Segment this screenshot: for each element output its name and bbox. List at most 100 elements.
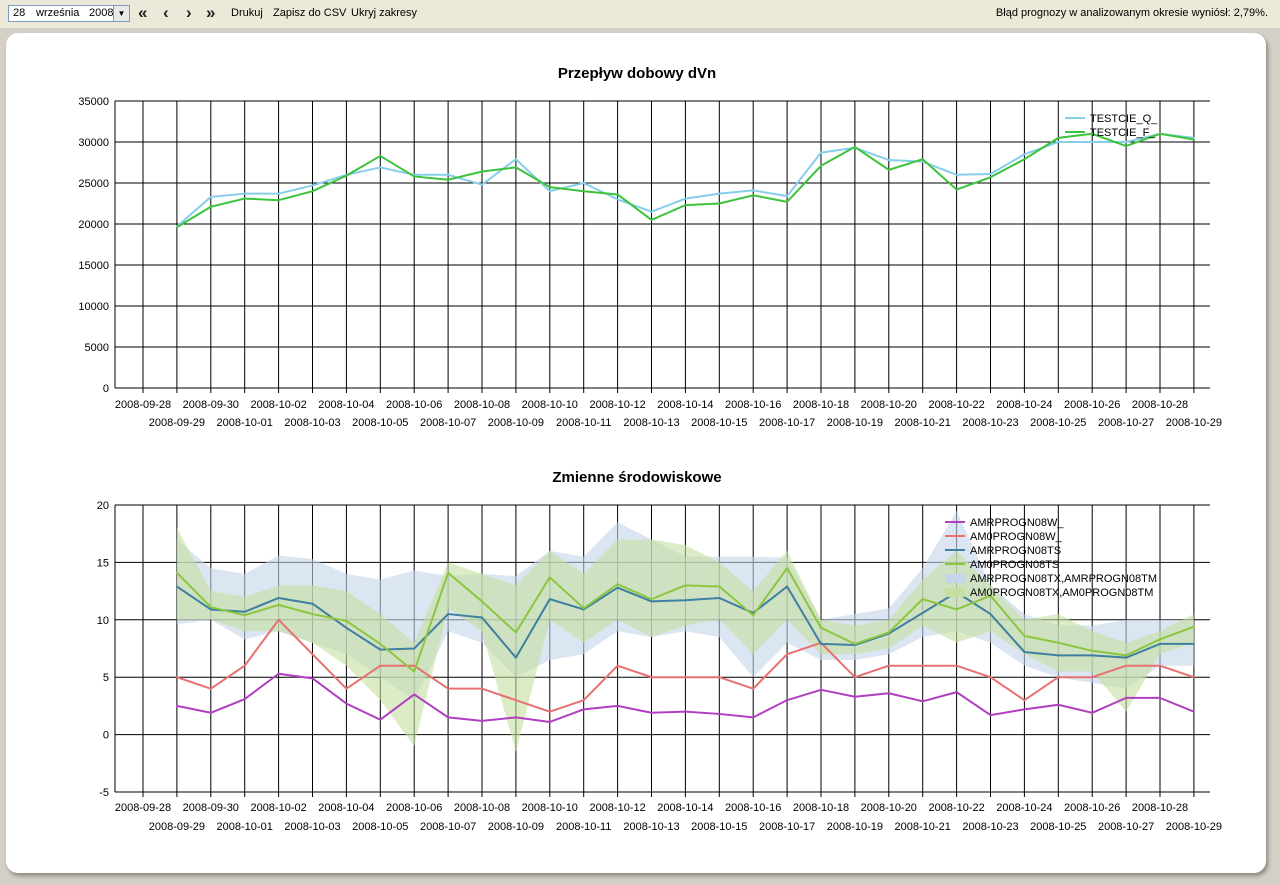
x-tick-label: 2008-10-05 [352, 417, 408, 429]
data-point [684, 599, 687, 602]
save-csv-button[interactable]: Zapisz do CSV [273, 7, 347, 19]
x-tick-label: 2008-10-20 [861, 399, 917, 411]
data-point [616, 586, 619, 589]
x-tick-label: 2008-10-26 [1064, 399, 1120, 411]
data-point [752, 716, 754, 719]
x-tick-label: 2008-10-16 [725, 399, 781, 411]
data-point [379, 718, 382, 721]
data-point [888, 159, 890, 161]
y-tick-label: 15 [97, 557, 109, 569]
data-point [820, 643, 822, 645]
x-tick-label: 2008-10-03 [284, 417, 340, 429]
y-tick-label: 30000 [78, 137, 109, 149]
x-tick-label: 2008-10-18 [793, 802, 849, 814]
x-tick-label: 2008-10-22 [928, 399, 984, 411]
x-tick-label: 2008-10-21 [895, 417, 951, 429]
data-point [1159, 133, 1161, 135]
data-point [413, 693, 416, 696]
data-point [1159, 643, 1161, 645]
data-point [650, 676, 653, 678]
data-point [447, 174, 449, 176]
data-point [243, 614, 246, 617]
data-point [1193, 676, 1195, 678]
data-point [176, 226, 178, 229]
hide-ranges-button[interactable]: Ukryj zakresy [351, 7, 418, 19]
data-point [1091, 711, 1093, 714]
data-point [1125, 141, 1127, 143]
data-point [379, 643, 382, 645]
data-point [921, 700, 924, 703]
data-point [650, 210, 653, 213]
prev-page-icon[interactable]: ‹ [163, 3, 169, 22]
data-point [684, 676, 687, 678]
data-point [210, 711, 212, 714]
x-tick-label: 2008-10-28 [1132, 399, 1188, 411]
data-point [311, 602, 314, 605]
data-point [515, 166, 517, 169]
chevron-down-icon[interactable]: ▼ [113, 6, 129, 21]
x-tick-label: 2008-10-02 [250, 802, 306, 814]
data-point [1125, 656, 1127, 659]
x-tick-label: 2008-10-29 [1166, 417, 1222, 429]
data-point [515, 158, 517, 161]
data-point [1023, 651, 1026, 653]
data-point [888, 631, 890, 634]
data-point [176, 705, 178, 707]
data-point [989, 176, 992, 179]
x-tick-label: 2008-10-29 [1166, 821, 1222, 833]
data-point [854, 146, 856, 148]
data-point [481, 183, 483, 186]
data-point [820, 151, 822, 154]
data-point [481, 687, 483, 690]
data-point [345, 627, 348, 629]
date-picker[interactable]: 28 września 2008 ▼ [8, 5, 130, 22]
data-point [243, 664, 246, 667]
data-point [921, 598, 924, 600]
x-tick-label: 2008-10-12 [589, 802, 645, 814]
x-tick-label: 2008-10-04 [318, 399, 374, 411]
data-point [786, 567, 788, 569]
data-point [752, 687, 754, 690]
x-tick-label: 2008-09-28 [115, 399, 171, 411]
x-tick-label: 2008-10-21 [895, 821, 951, 833]
data-point [1091, 654, 1093, 657]
last-page-icon[interactable]: » [206, 3, 216, 22]
data-point [616, 705, 619, 707]
print-button[interactable]: Drukuj [231, 7, 263, 19]
data-point [176, 585, 178, 588]
data-point [481, 600, 483, 603]
x-tick-label: 2008-10-08 [454, 802, 510, 814]
next-page-icon[interactable]: › [186, 3, 192, 22]
data-point [277, 597, 280, 599]
data-point [989, 714, 992, 716]
data-point [311, 653, 314, 656]
data-point [582, 182, 585, 184]
data-point [311, 190, 314, 192]
x-tick-label: 2008-10-22 [928, 802, 984, 814]
y-tick-label: 0 [103, 730, 109, 742]
data-point [379, 648, 382, 651]
data-point [752, 194, 754, 197]
data-point [1091, 649, 1093, 652]
data-point [210, 606, 212, 608]
data-point [1193, 710, 1195, 713]
data-point [210, 608, 212, 611]
data-point [989, 594, 992, 597]
first-page-icon[interactable]: « [138, 3, 148, 22]
data-point [1125, 664, 1127, 667]
data-point [210, 687, 212, 690]
data-point [1023, 158, 1026, 161]
data-point [1023, 699, 1026, 701]
x-tick-label: 2008-10-10 [522, 399, 578, 411]
data-point [277, 192, 280, 195]
x-tick-label: 2008-09-30 [183, 399, 239, 411]
x-tick-label: 2008-10-02 [250, 399, 306, 411]
data-point [921, 160, 924, 163]
y-tick-label: 25000 [78, 178, 109, 190]
data-point [1159, 638, 1161, 641]
data-point [955, 664, 958, 667]
data-point [1023, 635, 1026, 637]
y-tick-label: 20 [97, 500, 109, 512]
x-tick-label: 2008-09-30 [183, 802, 239, 814]
data-point [243, 197, 246, 200]
